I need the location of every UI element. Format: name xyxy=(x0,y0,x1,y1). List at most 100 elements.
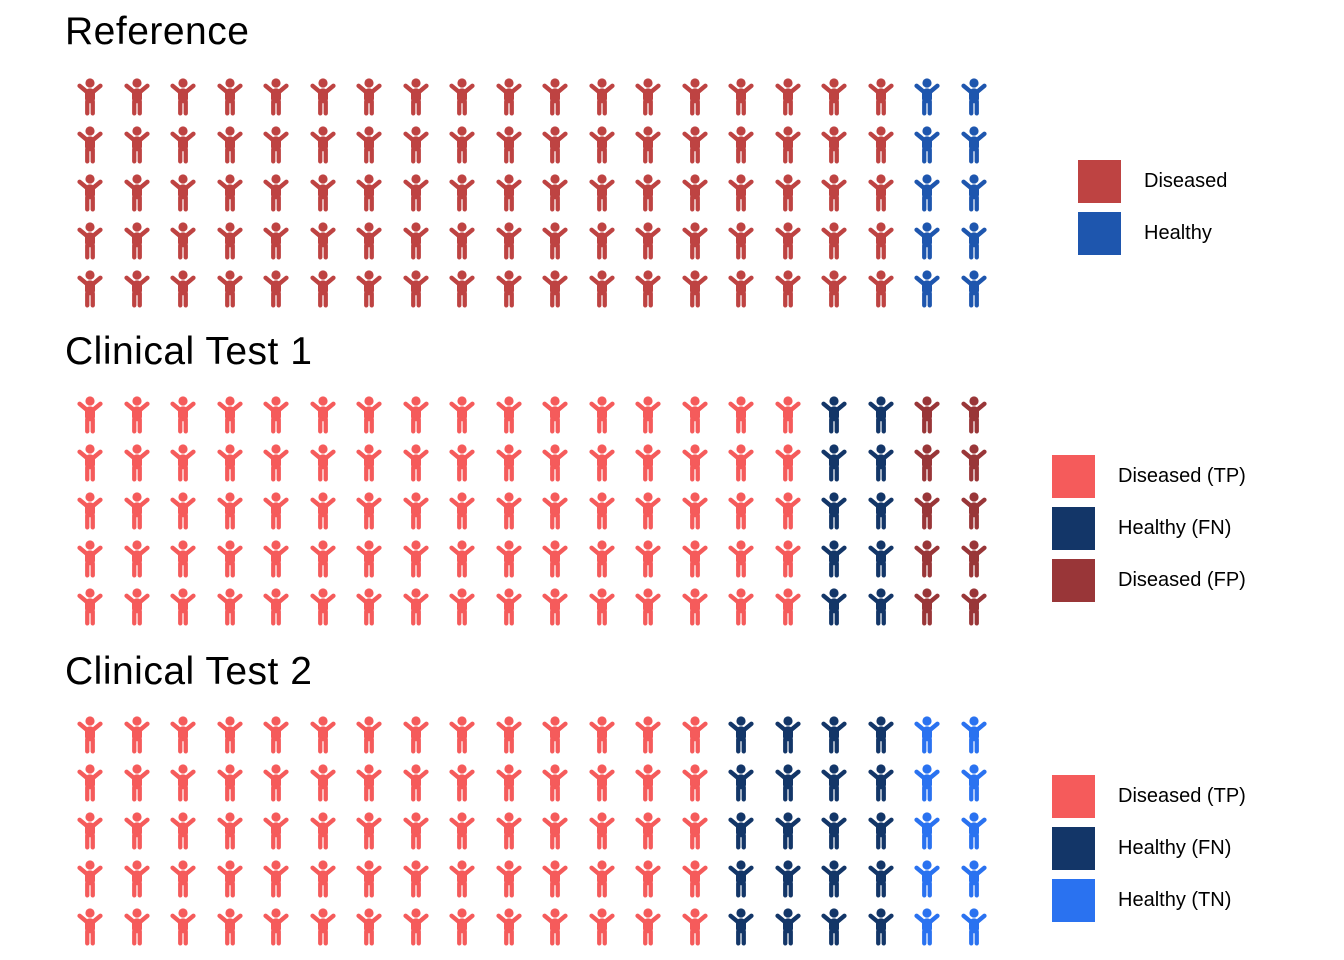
person-icon xyxy=(681,492,709,530)
legend-label-fn: Healthy (FN) xyxy=(1118,837,1232,859)
person-icon xyxy=(262,588,290,626)
person-icon xyxy=(495,78,523,116)
person-icon xyxy=(913,78,941,116)
person-icon xyxy=(76,126,104,164)
person-icon xyxy=(216,174,244,212)
legend-label-fp: Diseased (FP) xyxy=(1118,569,1246,591)
person-icon xyxy=(541,908,569,946)
person-icon xyxy=(960,396,988,434)
person-icon xyxy=(123,716,151,754)
person-icon xyxy=(681,396,709,434)
person-icon xyxy=(774,764,802,802)
panel-title-reference: Reference xyxy=(65,10,250,53)
person-icon xyxy=(169,908,197,946)
person-icon xyxy=(913,270,941,308)
person-icon xyxy=(727,764,755,802)
person-icon xyxy=(634,908,662,946)
person-icon xyxy=(867,540,895,578)
person-icon xyxy=(355,492,383,530)
legend-swatch-tp xyxy=(1052,455,1095,498)
person-icon xyxy=(76,860,104,898)
person-icon xyxy=(960,908,988,946)
person-icon xyxy=(774,78,802,116)
person-icon xyxy=(309,812,337,850)
person-icon xyxy=(355,174,383,212)
person-icon xyxy=(495,444,523,482)
person-icon xyxy=(216,396,244,434)
person-icon xyxy=(262,540,290,578)
person-icon xyxy=(216,908,244,946)
person-icon xyxy=(76,396,104,434)
legend-label-tn: Healthy (TN) xyxy=(1118,889,1232,911)
person-icon xyxy=(774,126,802,164)
person-icon xyxy=(541,222,569,260)
person-icon xyxy=(262,764,290,802)
person-icon xyxy=(727,812,755,850)
legend-item-tp: Diseased (TP) xyxy=(1052,455,1246,498)
legend-item-fn: Healthy (FN) xyxy=(1052,507,1246,550)
person-icon xyxy=(123,174,151,212)
person-icon xyxy=(76,588,104,626)
person-icon xyxy=(774,270,802,308)
person-icon xyxy=(541,174,569,212)
person-icon xyxy=(123,126,151,164)
person-icon xyxy=(216,78,244,116)
person-icon xyxy=(820,396,848,434)
person-icon xyxy=(681,764,709,802)
person-icon xyxy=(495,174,523,212)
person-icon xyxy=(634,492,662,530)
person-icon xyxy=(867,270,895,308)
person-icon xyxy=(448,396,476,434)
icon-grid-clinical-test-2 xyxy=(76,716,1006,956)
legend-item-tp: Diseased (TP) xyxy=(1052,775,1246,818)
person-icon xyxy=(309,396,337,434)
person-icon xyxy=(774,588,802,626)
person-icon xyxy=(681,222,709,260)
person-icon xyxy=(216,764,244,802)
person-icon xyxy=(216,126,244,164)
person-icon xyxy=(960,126,988,164)
person-icon xyxy=(402,78,430,116)
person-icon xyxy=(867,174,895,212)
legend-item-tn: Healthy (TN) xyxy=(1052,879,1246,922)
person-icon xyxy=(588,812,616,850)
person-icon xyxy=(867,444,895,482)
person-icon xyxy=(123,908,151,946)
person-icon xyxy=(216,444,244,482)
person-icon xyxy=(448,812,476,850)
person-icon xyxy=(913,396,941,434)
person-icon xyxy=(448,222,476,260)
person-icon xyxy=(913,588,941,626)
person-icon xyxy=(169,812,197,850)
person-icon xyxy=(588,444,616,482)
person-icon xyxy=(309,270,337,308)
person-icon xyxy=(76,270,104,308)
person-icon xyxy=(960,716,988,754)
person-icon xyxy=(169,222,197,260)
person-icon xyxy=(355,444,383,482)
person-icon xyxy=(820,270,848,308)
person-icon xyxy=(774,812,802,850)
legend-swatch-healthy xyxy=(1078,212,1121,255)
person-icon xyxy=(913,126,941,164)
person-icon xyxy=(634,764,662,802)
person-icon xyxy=(727,908,755,946)
person-icon xyxy=(634,588,662,626)
person-icon xyxy=(495,540,523,578)
person-icon xyxy=(913,764,941,802)
person-icon xyxy=(634,860,662,898)
person-icon xyxy=(820,444,848,482)
person-icon xyxy=(495,764,523,802)
person-icon xyxy=(76,764,104,802)
person-icon xyxy=(123,588,151,626)
person-icon xyxy=(588,908,616,946)
person-icon xyxy=(262,396,290,434)
person-icon xyxy=(588,716,616,754)
person-icon xyxy=(123,444,151,482)
legend-clinical-test-2: Diseased (TP) Healthy (FN) Healthy (TN) xyxy=(1052,775,1246,922)
person-icon xyxy=(960,540,988,578)
person-icon xyxy=(820,812,848,850)
person-icon xyxy=(588,860,616,898)
person-icon xyxy=(820,222,848,260)
person-icon xyxy=(355,860,383,898)
